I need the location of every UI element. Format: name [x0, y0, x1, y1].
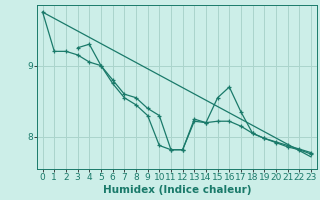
X-axis label: Humidex (Indice chaleur): Humidex (Indice chaleur) — [102, 185, 251, 195]
